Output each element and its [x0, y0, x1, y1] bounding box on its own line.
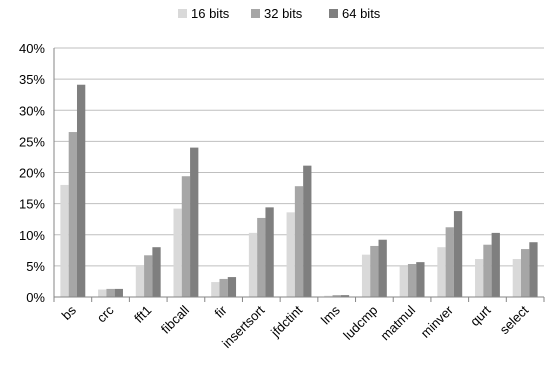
y-tick-label: 0% [26, 290, 45, 305]
x-category-label: bs [59, 302, 80, 323]
y-tick-label: 20% [19, 166, 45, 181]
y-axis: 0% 5% 10% 15% 20% 25% 30% 35% 40% [19, 41, 55, 305]
x-category-label: fir [211, 302, 230, 321]
legend-label: 64 bits [342, 6, 381, 21]
bar-ludcmp-64-bits [378, 239, 387, 297]
x-category-label: crc [94, 302, 117, 325]
bar-minver-16-bits [437, 247, 446, 297]
y-tick-label: 35% [19, 72, 45, 87]
x-category-label: ludcmp [340, 303, 380, 343]
bar-insertsort-16-bits [248, 232, 258, 297]
y-tick-label: 25% [19, 134, 45, 149]
bar-fft1-16-bits [135, 265, 145, 297]
bar-jfdctint-32-bits [294, 186, 304, 297]
x-category-label: lms [318, 302, 343, 327]
bar-fir-32-bits [219, 278, 228, 297]
y-tick-label: 15% [19, 197, 45, 212]
bar-ludcmp-32-bits [370, 245, 379, 297]
x-category-label: matmul [377, 302, 418, 343]
legend: 16 bits 32 bits 64 bits [178, 6, 381, 21]
legend-label: 16 bits [191, 6, 230, 21]
bar-lms-64-bits [340, 295, 350, 297]
bar-ludcmp-16-bits [361, 254, 371, 297]
x-category-label: select [497, 302, 532, 337]
x-category-label: fibcall [158, 302, 192, 336]
bar-minver-32-bits [445, 227, 454, 297]
bar-bs-16-bits [60, 184, 69, 297]
x-category-label: qurt [467, 302, 494, 329]
bar-fir-16-bits [211, 282, 220, 297]
bar-fibcall-16-bits [173, 208, 182, 297]
gridlines [54, 47, 544, 298]
bar-matmul-64-bits [416, 262, 425, 297]
bar-select-64-bits [529, 242, 538, 297]
bar-crc-32-bits [106, 288, 115, 297]
bar-crc-64-bits [114, 288, 123, 297]
x-category-label: insertsort [219, 302, 268, 351]
bar-lms-16-bits [324, 295, 333, 297]
y-tick-label: 5% [26, 259, 45, 274]
legend-label: 32 bits [264, 6, 303, 21]
bar-qurt-16-bits [475, 259, 484, 297]
x-category-label: fft1 [131, 303, 154, 326]
bar-matmul-16-bits [399, 266, 408, 297]
y-tick-label: 40% [19, 41, 45, 56]
bar-jfdctint-64-bits [303, 165, 312, 297]
bar-select-16-bits [512, 259, 522, 297]
bar-qurt-32-bits [483, 244, 492, 297]
bar-fft1-64-bits [152, 247, 161, 297]
legend-swatch-16-bits [178, 9, 187, 18]
bar-matmul-32-bits [407, 264, 417, 297]
bar-lms-32-bits [332, 295, 341, 297]
bar-crc-16-bits [98, 289, 107, 297]
x-category-label: jfdctint [267, 302, 305, 340]
bar-fibcall-64-bits [190, 147, 199, 297]
y-tick-label: 30% [19, 103, 45, 118]
bar-bs-32-bits [68, 132, 77, 297]
y-tick-label: 10% [19, 228, 45, 243]
bar-fft1-32-bits [144, 255, 153, 297]
bar-qurt-64-bits [491, 232, 500, 297]
x-category-label: minver [418, 302, 457, 341]
bars [60, 84, 538, 297]
bar-jfdctint-16-bits [286, 212, 295, 297]
bar-fir-64-bits [227, 277, 237, 297]
bar-select-32-bits [521, 249, 530, 297]
bar-fibcall-32-bits [181, 176, 191, 297]
bar-bs-64-bits [76, 84, 86, 297]
legend-swatch-32-bits [251, 9, 260, 18]
bar-insertsort-64-bits [265, 207, 274, 297]
legend-swatch-64-bits [329, 9, 338, 18]
bar-insertsort-32-bits [257, 217, 266, 297]
bar-minver-64-bits [453, 211, 463, 297]
